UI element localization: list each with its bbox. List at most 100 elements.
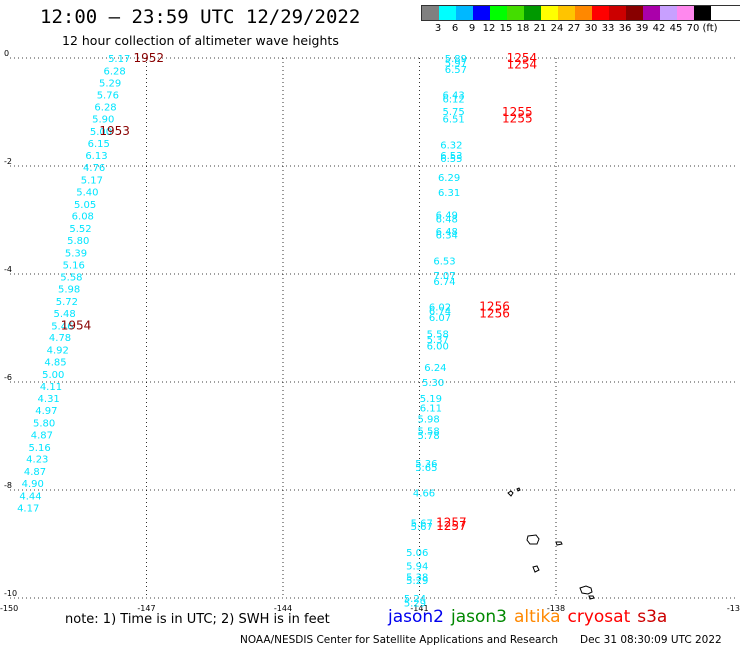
wave-height-label: 5.80 bbox=[67, 236, 89, 247]
wave-height-label: 5.38 bbox=[406, 572, 428, 583]
satellite-name: jason2 bbox=[388, 607, 444, 627]
legend-label: 24 bbox=[550, 23, 564, 34]
wave-height-label: 6.02 bbox=[429, 302, 451, 313]
wave-height-label: 5.30 bbox=[422, 378, 444, 389]
wave-height-label: 6.53 bbox=[440, 151, 462, 162]
legend-label: 18 bbox=[516, 23, 530, 34]
page-subtitle: 12 hour collection of altimeter wave hei… bbox=[62, 33, 339, 48]
legend-label: 33 bbox=[601, 23, 615, 34]
wave-height-label: 5.29 bbox=[404, 598, 426, 609]
time-label: 1255 bbox=[502, 105, 533, 119]
legend-label: 39 bbox=[635, 23, 649, 34]
wave-height-label: 5.65 bbox=[415, 463, 437, 474]
wave-height-label: 5.89 bbox=[445, 54, 467, 65]
latitude-tick-label: 0 bbox=[4, 49, 9, 58]
legend-swatch bbox=[507, 6, 524, 20]
wave-height-label: 5.29 bbox=[99, 78, 121, 89]
latitude-tick-label: -10 bbox=[4, 589, 17, 598]
wave-height-label: 5.58 bbox=[417, 427, 439, 438]
wave-height-label: 6.00 bbox=[427, 341, 449, 352]
wave-height-label: 5.37 bbox=[427, 335, 449, 346]
time-label: 1255 bbox=[502, 111, 533, 125]
page-title: 12:00 — 23:59 UTC 12/29/2022 bbox=[40, 6, 361, 28]
wave-height-label: 4.90 bbox=[22, 479, 44, 490]
wave-height-label: 4.76 bbox=[83, 163, 105, 174]
satellite-name: s3a bbox=[637, 607, 668, 627]
wave-height-label: 5.19 bbox=[420, 394, 442, 405]
legend-swatch bbox=[456, 6, 473, 20]
wave-height-label: 6.32 bbox=[440, 140, 462, 151]
legend-swatch bbox=[473, 6, 490, 20]
wave-height-label: 6.48 bbox=[436, 227, 458, 238]
wave-height-label: 4.87 bbox=[24, 467, 46, 478]
wave-height-label: 5.76 bbox=[97, 91, 119, 102]
wave-height-label: 6.28 bbox=[104, 66, 126, 77]
legend-swatch bbox=[694, 6, 711, 20]
satellite-name: cryosat bbox=[567, 607, 631, 627]
wave-height-label: 5.29 bbox=[406, 576, 428, 587]
legend-label: 70 bbox=[686, 23, 700, 34]
wave-height-label: 5.98 bbox=[58, 285, 80, 296]
island-outline bbox=[555, 541, 563, 546]
legend-swatch bbox=[422, 6, 439, 20]
wave-height-label: 6.07 bbox=[429, 313, 451, 324]
latitude-tick-label: -4 bbox=[4, 265, 12, 274]
wave-height-label: 5.97 bbox=[445, 58, 467, 69]
wave-height-label: 4.11 bbox=[40, 382, 62, 393]
legend-swatch bbox=[626, 6, 643, 20]
longitude-tick-label: -147 bbox=[137, 604, 155, 613]
legend-label: 12 bbox=[482, 23, 496, 34]
wave-height-label: 6.29 bbox=[438, 173, 460, 184]
wave-height-label: 6.08 bbox=[72, 212, 94, 223]
credit-text: NOAA/NESDIS Center for Satellite Applica… bbox=[240, 634, 558, 646]
wave-height-label: 5.05 bbox=[74, 200, 96, 211]
legend-label: 36 bbox=[618, 23, 632, 34]
legend-label: 15 bbox=[499, 23, 513, 34]
wave-height-label: 5.72 bbox=[56, 297, 78, 308]
wave-height-label: 5.75 bbox=[442, 107, 464, 118]
time-label: 1256 bbox=[479, 299, 510, 313]
wave-height-label: 5.17 bbox=[81, 176, 103, 187]
wave-height-label: 5.90 bbox=[92, 114, 114, 125]
wave-height-label: 5.98 bbox=[417, 415, 439, 426]
wave-height-label: 7.07 bbox=[433, 271, 455, 282]
legend-label: 6 bbox=[451, 23, 459, 34]
wave-height-label: 5.58 bbox=[60, 273, 82, 284]
longitude-tick-label: -144 bbox=[274, 604, 292, 613]
wave-height-label: 5.67 bbox=[411, 522, 433, 533]
legend-swatch bbox=[592, 6, 609, 20]
wave-height-label: 5.00 bbox=[42, 370, 64, 381]
wave-height-label: 4.31 bbox=[38, 394, 60, 405]
wave-height-label: 5.78 bbox=[417, 431, 439, 442]
time-label: 1954 bbox=[61, 318, 92, 332]
wave-height-label: 5.06 bbox=[406, 548, 428, 559]
time-label: 1952 bbox=[134, 51, 165, 65]
legend-labels: 3 6 9 12 15 18 21 24 27 30 33 36 39 42 45 70 (ft) bbox=[421, 21, 740, 35]
generated-timestamp: Dec 31 08:30:09 UTC 2022 bbox=[580, 634, 722, 646]
wave-height-label: 6.74 bbox=[429, 307, 451, 318]
wave-height-label: 4.78 bbox=[49, 333, 71, 344]
wave-height-label: 5.80 bbox=[33, 419, 55, 430]
longitude-tick-label: -150 bbox=[0, 604, 18, 613]
wave-height-label: 4.97 bbox=[35, 406, 57, 417]
wave-height-label: 6.53 bbox=[433, 257, 455, 268]
wave-height-label: 6.24 bbox=[424, 363, 446, 374]
wave-height-label: 6.28 bbox=[94, 103, 116, 114]
wave-height-label: 6.48 bbox=[436, 214, 458, 225]
wave-height-label: 5.16 bbox=[63, 260, 85, 271]
legend-swatch bbox=[541, 6, 558, 20]
wave-height-label: 5.16 bbox=[28, 443, 50, 454]
wave-height-label: 5.58 bbox=[427, 329, 449, 340]
legend-swatch bbox=[677, 6, 694, 20]
time-label: 1254 bbox=[507, 51, 538, 65]
wave-height-label: 6.43 bbox=[442, 91, 464, 102]
satellite-name: jason3 bbox=[451, 607, 507, 627]
wave-height-label: 5.39 bbox=[65, 248, 87, 259]
wave-height-label: 6.11 bbox=[420, 403, 442, 414]
legend-label: (ft) bbox=[702, 23, 718, 34]
satellite-legend: jason2 jason3 altika cryosat s3a bbox=[388, 607, 674, 627]
wave-height-label: 5.46 bbox=[51, 321, 73, 332]
island-outline bbox=[579, 585, 593, 595]
legend-swatch bbox=[609, 6, 626, 20]
